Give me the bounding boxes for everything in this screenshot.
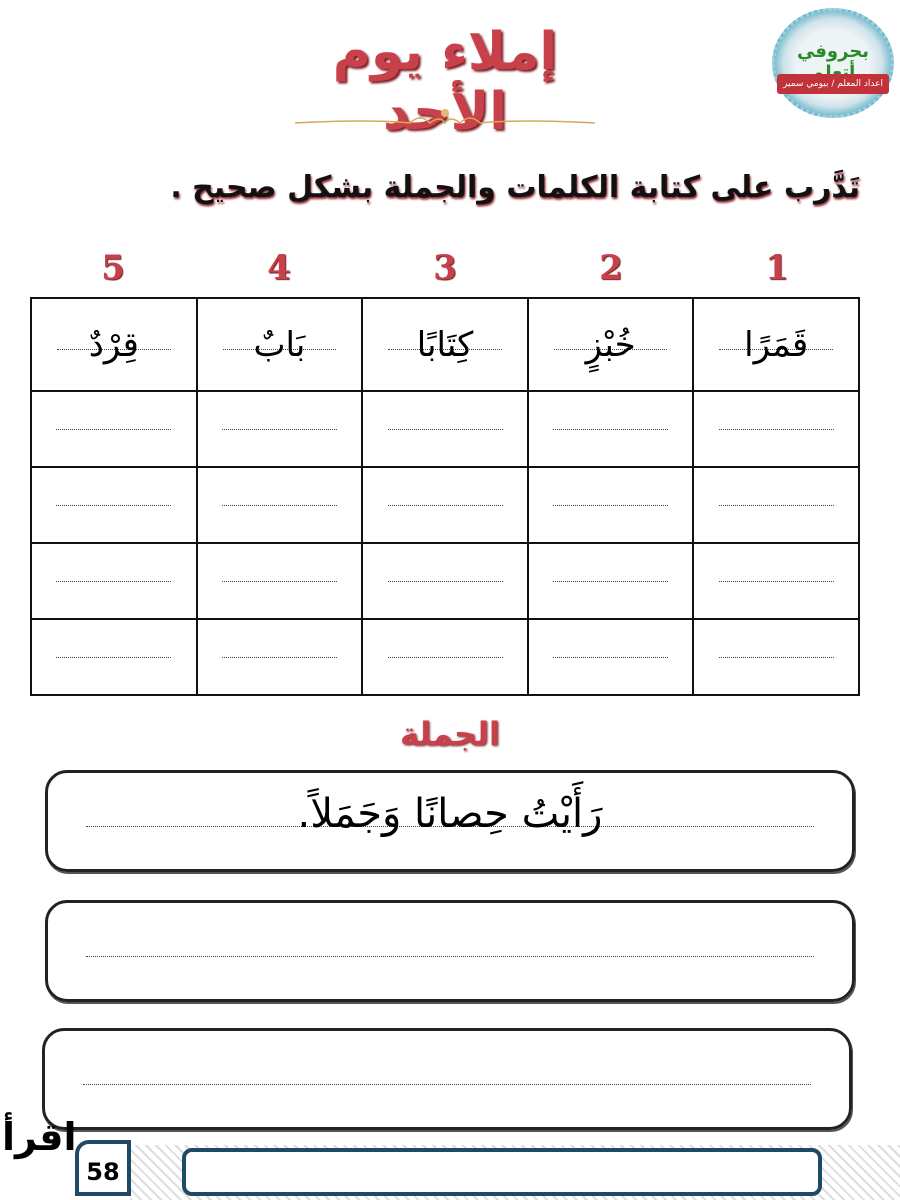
word-cell: كِتَابًا <box>361 297 529 392</box>
table-row <box>30 618 860 696</box>
writing-cell[interactable] <box>692 618 860 696</box>
number-2: 2 <box>599 248 623 288</box>
writing-cell[interactable] <box>361 542 529 620</box>
table-row <box>30 466 860 544</box>
ornament-divider <box>294 109 596 125</box>
sentence-writing-box[interactable] <box>42 1028 852 1130</box>
table-row <box>30 542 860 620</box>
word: خُبْزٍ <box>585 324 636 365</box>
writing-cell[interactable] <box>692 542 860 620</box>
logo: بحروفي أتعلم اعداد المعلم / بيومي سمير <box>772 8 894 118</box>
table-row: قَمَرًا خُبْزٍ كِتَابًا بَابٌ قِرْدٌ <box>30 297 860 392</box>
sentence-label: الجملة <box>400 715 500 753</box>
writing-cell[interactable] <box>361 390 529 468</box>
number-4: 4 <box>267 248 291 288</box>
writing-cell[interactable] <box>526 390 695 468</box>
writing-cell[interactable] <box>195 542 364 620</box>
logo-credit: اعداد المعلم / بيومي سمير <box>777 74 889 94</box>
word-cell: بَابٌ <box>195 297 364 392</box>
writing-cell[interactable] <box>526 542 695 620</box>
writing-cell[interactable] <box>692 390 860 468</box>
writing-cell[interactable] <box>30 390 198 468</box>
writing-cell[interactable] <box>195 390 364 468</box>
iqra-logo: اقرأ <box>2 1115 77 1159</box>
word: قِرْدٌ <box>88 324 139 365</box>
writing-cell[interactable] <box>195 466 364 544</box>
word: كِتَابًا <box>416 324 474 365</box>
footer-name-field[interactable] <box>182 1148 822 1196</box>
sentence-writing-box[interactable] <box>45 900 855 1002</box>
instruction: تَدَّرب على كتابة الكلمات والجملة بشكل ص… <box>170 170 860 205</box>
writing-cell[interactable] <box>30 618 198 696</box>
writing-cell[interactable] <box>361 618 529 696</box>
words-table: قَمَرًا خُبْزٍ كِتَابًا بَابٌ قِرْدٌ <box>30 297 860 696</box>
table-row <box>30 390 860 468</box>
writing-cell[interactable] <box>195 618 364 696</box>
writing-cell[interactable] <box>30 542 198 620</box>
writing-cell[interactable] <box>526 618 695 696</box>
writing-cell[interactable] <box>361 466 529 544</box>
writing-cell[interactable] <box>692 466 860 544</box>
word-cell: قَمَرًا <box>692 297 860 392</box>
word: بَابٌ <box>253 324 306 365</box>
writing-cell[interactable] <box>526 466 695 544</box>
page-number: 58 <box>75 1140 131 1196</box>
word-cell: قِرْدٌ <box>30 297 198 392</box>
number-1: 1 <box>765 248 789 288</box>
writing-cell[interactable] <box>30 466 198 544</box>
sentence-box: رَأَيْتُ حِصانًا وَجَمَلاً. <box>45 770 855 872</box>
number-5: 5 <box>101 248 125 288</box>
word-numbers: 1 2 3 4 5 <box>30 248 860 288</box>
sentence-text: رَأَيْتُ حِصانًا وَجَمَلاً. <box>297 791 603 837</box>
word-cell: خُبْزٍ <box>526 297 695 392</box>
number-3: 3 <box>433 248 457 288</box>
word: قَمَرًا <box>744 324 809 365</box>
